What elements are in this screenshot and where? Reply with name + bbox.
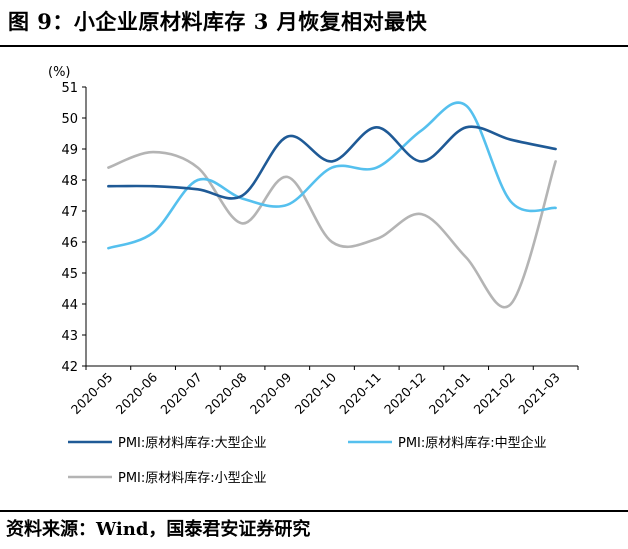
legend: PMI:原材料库存:大型企业 PMI:原材料库存:中型企业 PMI:原材料库存:小型… <box>68 435 547 486</box>
series-lines <box>107 101 557 309</box>
x-tick-label: 2020-05 <box>68 370 116 418</box>
y-tick-label: 45 <box>61 267 78 282</box>
x-tick-label: 2020-06 <box>113 369 161 417</box>
x-ticks: 2020-052020-062020-072020-082020-092020-… <box>68 366 579 418</box>
y-tick-label: 48 <box>61 174 78 189</box>
y-tick-label: 44 <box>61 298 78 313</box>
y-tick-label: 46 <box>61 236 78 251</box>
source-note: 资料来源：Wind，国泰君安证券研究 <box>6 519 311 540</box>
y-tick-label: 42 <box>61 360 78 375</box>
x-tick-label: 2021-01 <box>426 370 474 418</box>
series-line-2 <box>107 150 557 309</box>
x-tick-label: 2020-10 <box>292 369 340 417</box>
x-tick-label: 2021-02 <box>470 370 518 418</box>
y-tick-label: 49 <box>61 143 78 158</box>
y-tick-label: 50 <box>61 112 78 127</box>
x-tick-label: 2020-07 <box>157 370 205 418</box>
y-tick-label: 47 <box>61 205 78 220</box>
x-tick-label: 2020-09 <box>247 369 295 417</box>
figure-title: 图 9：小企业原材料库存 3 月恢复相对最快 <box>8 9 428 34</box>
series-line-0 <box>107 125 557 200</box>
x-tick-label: 2021-03 <box>515 370 563 418</box>
legend-label: PMI:原材料库存:小型企业 <box>118 470 267 486</box>
source-rule <box>0 510 628 512</box>
title-rule <box>0 45 628 47</box>
x-tick-label: 2020-11 <box>336 370 384 418</box>
x-tick-label: 2020-12 <box>381 370 429 418</box>
y-tick-label: 43 <box>61 329 78 344</box>
y-ticks: 42 43 44 45 46 47 48 49 50 51 <box>61 81 86 375</box>
legend-label: PMI:原材料库存:中型企业 <box>398 435 547 451</box>
series-line-1 <box>107 101 557 250</box>
legend-label: PMI:原材料库存:大型企业 <box>118 435 267 451</box>
y-tick-label: 51 <box>61 81 78 96</box>
y-unit-label: (%) <box>48 65 71 80</box>
x-tick-label: 2020-08 <box>202 369 250 417</box>
